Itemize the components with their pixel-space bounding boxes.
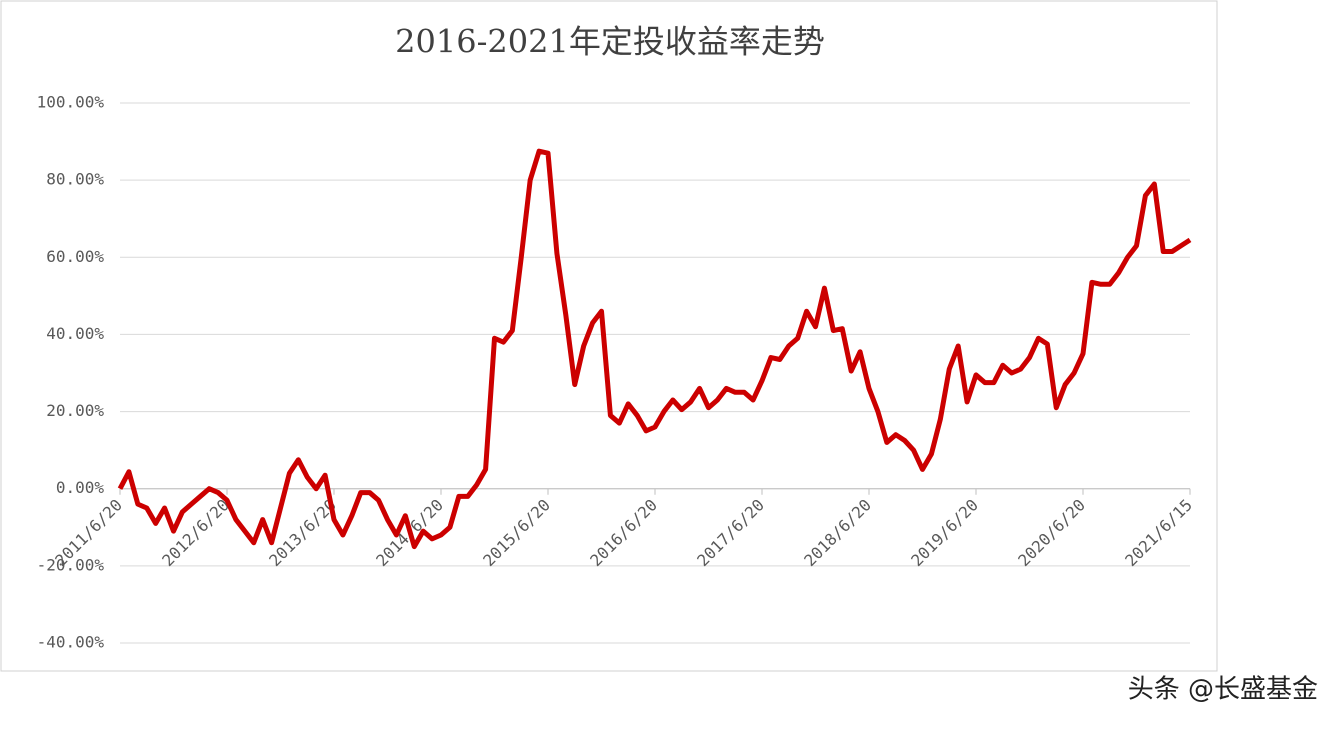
y-tick-label: 0.00%: [56, 478, 105, 497]
chart-title: 2016-2021年定投收益率走势: [395, 23, 825, 61]
data-line: [117, 148, 1192, 550]
y-tick-label: -40.00%: [37, 633, 105, 652]
y-tick-label: 40.00%: [46, 324, 104, 343]
y-tick-label: 60.00%: [46, 247, 104, 266]
y-tick-label: -20.00%: [37, 555, 105, 574]
chart-frame: [0, 0, 1218, 672]
watermark: 头条 @长盛基金: [1128, 675, 1318, 705]
y-tick-label: 20.00%: [46, 401, 104, 420]
y-tick-label: 80.00%: [46, 170, 104, 189]
y-tick-label: 100.00%: [37, 93, 105, 112]
